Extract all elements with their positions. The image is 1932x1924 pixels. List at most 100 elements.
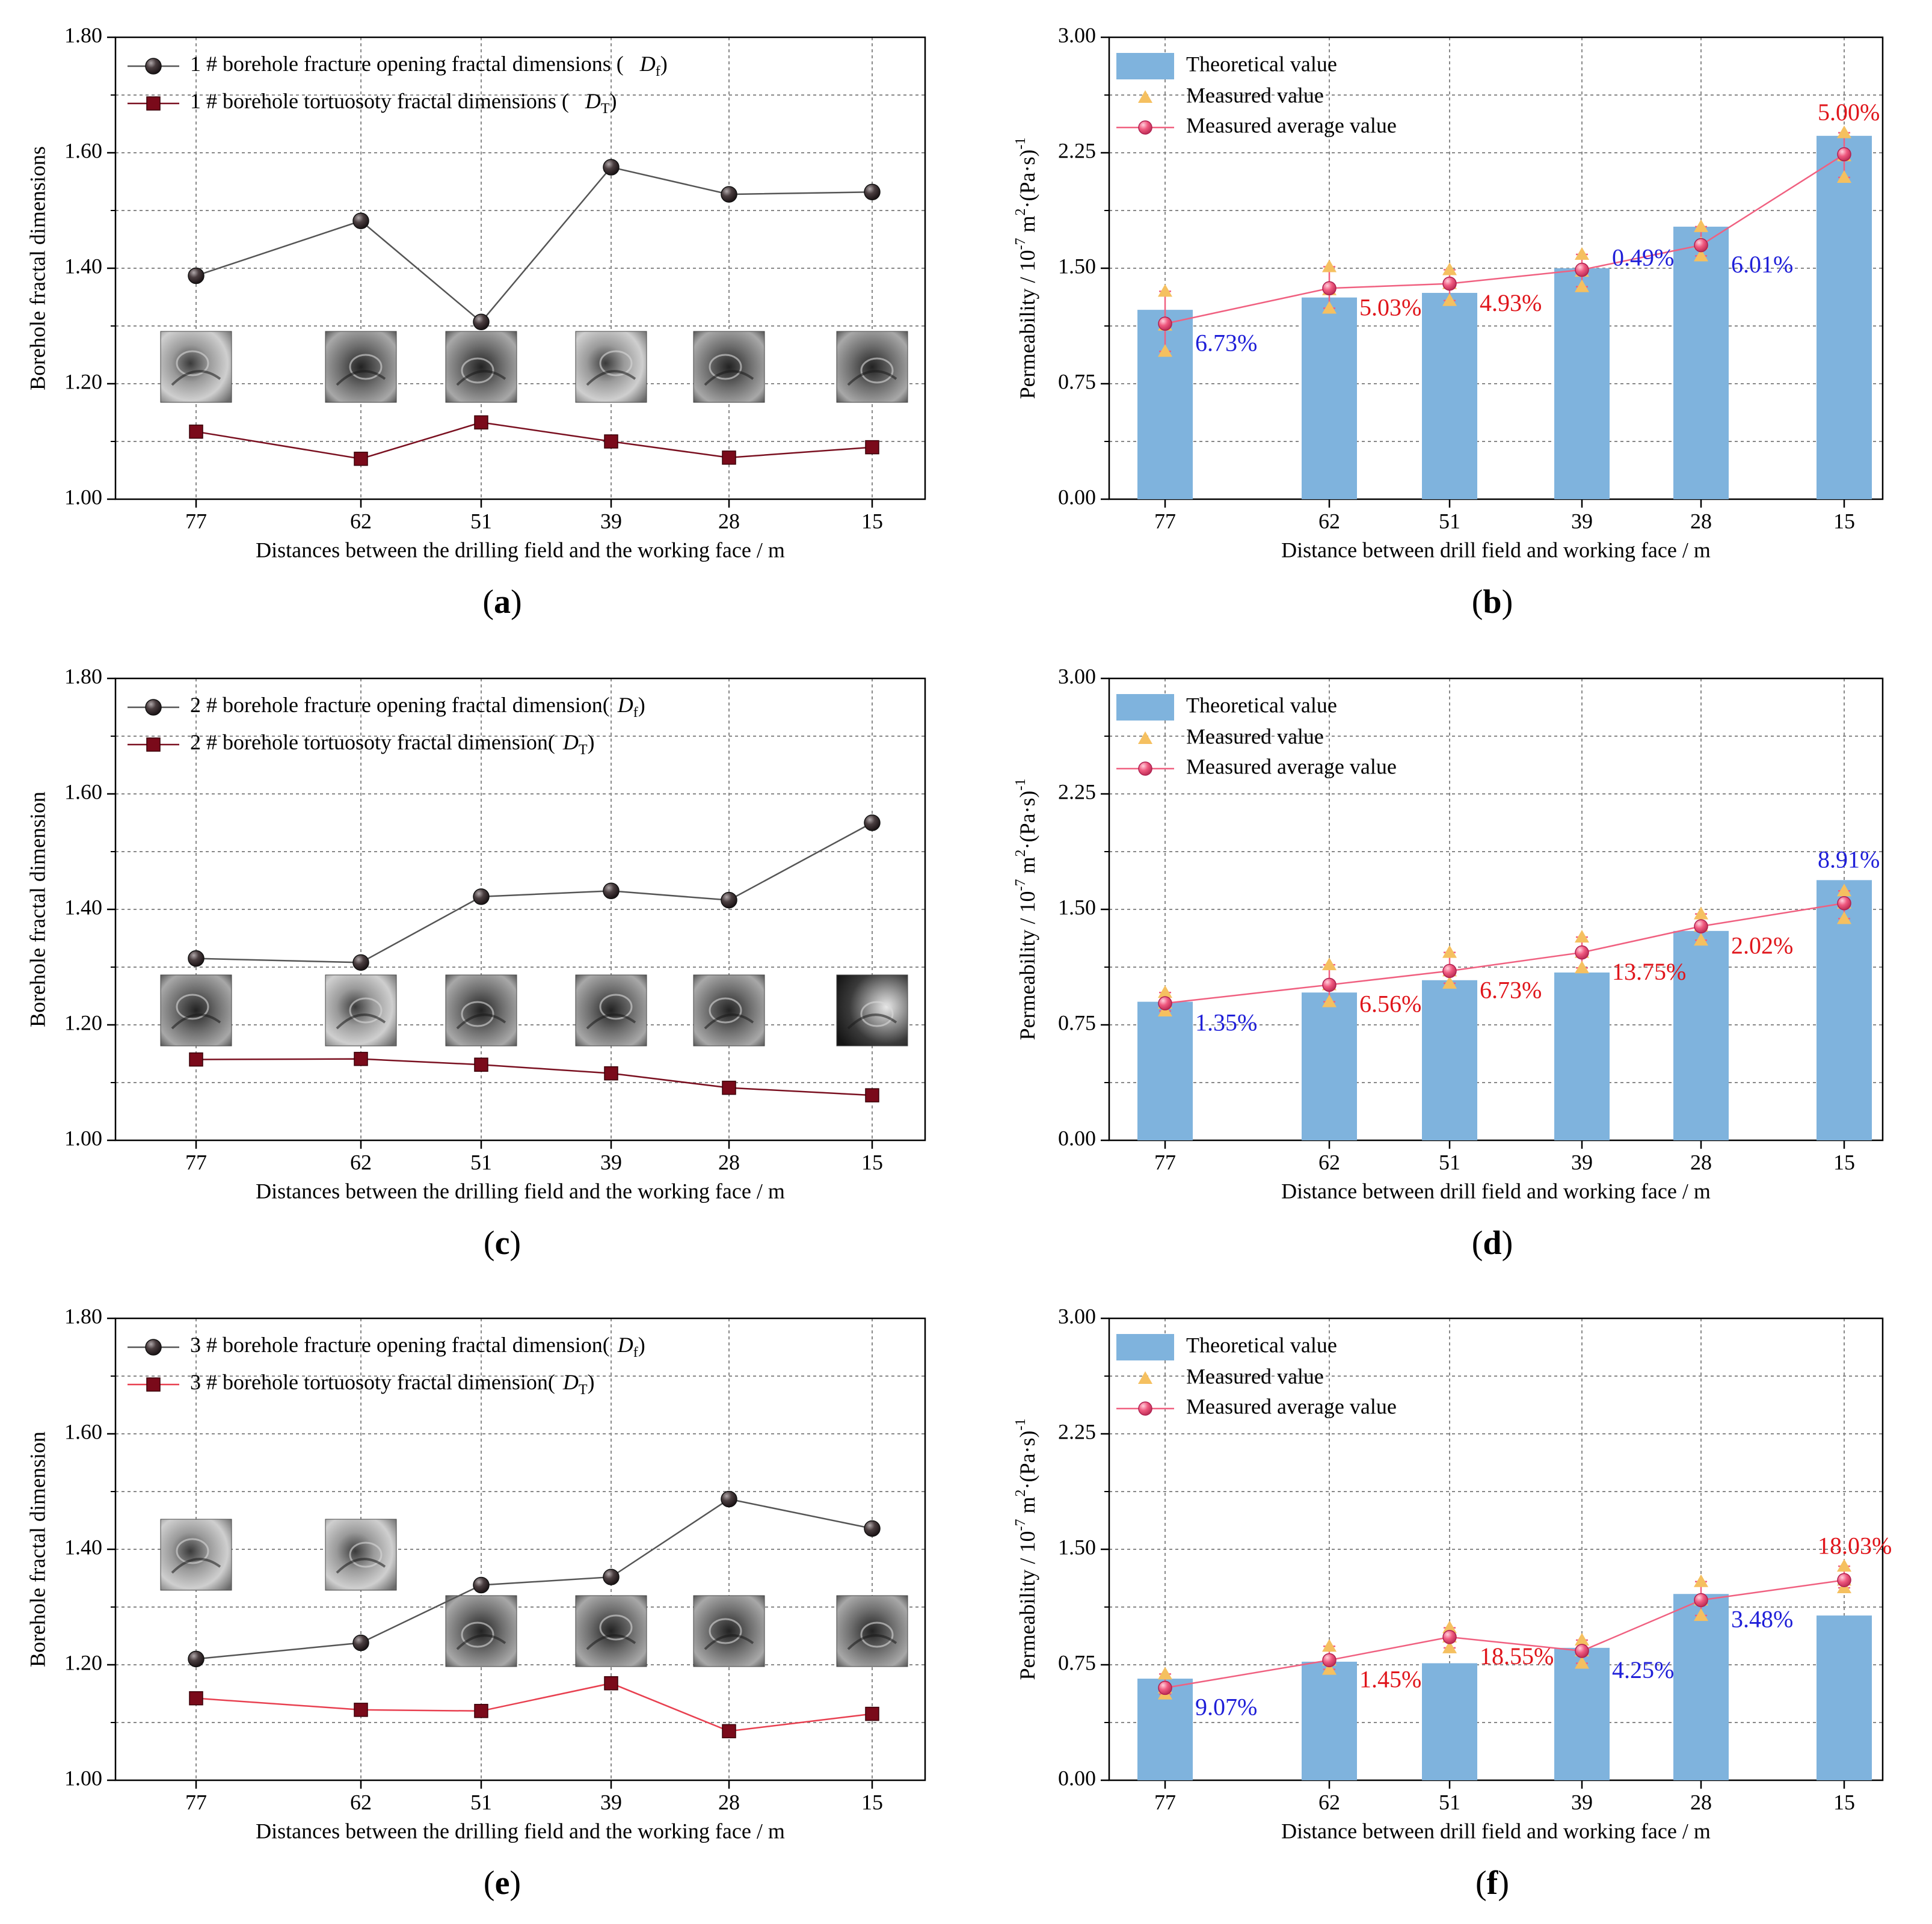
panel-label: (d)	[1472, 1225, 1513, 1262]
bar-theoretical-15	[1817, 135, 1872, 500]
borehole-photo-ring	[860, 1001, 894, 1027]
average-point-77	[1158, 996, 1172, 1010]
measured-point-62	[1322, 994, 1337, 1007]
legend-label-theoretical: Theoretical value	[1186, 693, 1337, 717]
legend-text: 2 # borehole fracture opening fractal di…	[190, 693, 610, 717]
y-tick-label: 3.00	[1058, 23, 1096, 47]
legend-label-fractal: 1 # borehole fracture opening fractal di…	[190, 52, 668, 79]
tortuosity-point-15	[865, 1706, 879, 1721]
borehole-photo-image	[836, 331, 908, 403]
series-fractal-line	[195, 166, 873, 324]
legend-symbol: D	[558, 730, 579, 754]
fractal-point-51	[473, 313, 490, 331]
measured-point-51	[1442, 945, 1457, 958]
measured-point-15	[1837, 884, 1851, 897]
panel-a: 1.00 1.20 1.40 1.60 1.80 77 62 51 39 28 15 1 # bore…	[25, 23, 926, 621]
borehole-photo-fracture	[704, 1634, 754, 1650]
series-fractal-line	[195, 822, 873, 964]
measured-point-62	[1322, 1639, 1337, 1652]
y-axis-title-sup: 2	[1013, 1489, 1029, 1496]
panel-label: (e)	[484, 1864, 521, 1902]
legend-marker-fractal	[145, 58, 162, 75]
legend: Theoretical value Measured value Measured …	[1116, 52, 1397, 137]
y-tick-label: 3.00	[1058, 664, 1096, 688]
x-tick-label: 15	[1833, 1150, 1855, 1174]
borehole-photo-image	[160, 974, 232, 1047]
legend-subscript: T	[579, 742, 588, 758]
y-axis-title-sup: -1	[1013, 138, 1029, 150]
x-tick-label: 51	[1439, 509, 1460, 533]
bar-theoretical-28	[1673, 930, 1729, 1140]
y-axis-title: Permeability / 10-7 m2·(Pa·s)-1	[1013, 1419, 1040, 1680]
tortuosity-point-51	[474, 1704, 488, 1718]
x-tick-label: 51	[1439, 1150, 1460, 1174]
y-tick-label: 1.50	[1058, 895, 1096, 919]
series-average-line	[1164, 902, 1845, 1004]
borehole-photo-image	[325, 1519, 397, 1591]
panel-label-letter: b	[1483, 583, 1501, 621]
x-tick-label: 62	[1318, 1790, 1340, 1814]
y-axis-title-sup: -7	[1013, 1519, 1029, 1531]
legend-text: 3 # borehole tortuosoty fractal dimensio…	[190, 1370, 555, 1394]
borehole-photo-image	[836, 974, 908, 1047]
borehole-photo-image	[445, 1595, 517, 1667]
x-tick-label: 62	[1318, 509, 1340, 533]
average-point-51	[1442, 276, 1457, 291]
borehole-photo-ring	[176, 994, 209, 1020]
legend-subscript: f	[656, 64, 660, 79]
fractal-point-62	[352, 212, 369, 230]
borehole-photo-39	[575, 1595, 647, 1667]
measured-point-28	[1694, 248, 1708, 262]
tortuosity-point-62	[354, 1703, 368, 1717]
measured-point-28	[1694, 1608, 1708, 1621]
error-percentage-label: 6.01%	[1731, 251, 1793, 278]
legend-text: 3 # borehole fracture opening fractal di…	[190, 1333, 610, 1357]
borehole-photo-ring	[349, 354, 383, 380]
x-tick-label: 15	[861, 1150, 883, 1174]
borehole-photo-image	[160, 331, 232, 403]
borehole-photo-ring	[709, 997, 742, 1024]
legend-marker-tortuosity	[146, 96, 161, 111]
panel-label-letter: e	[495, 1864, 510, 1902]
borehole-photo-62	[325, 1519, 397, 1591]
borehole-photo-image	[575, 1595, 647, 1667]
fractal-point-28	[721, 186, 737, 203]
borehole-photo-15	[836, 331, 908, 403]
y-tick-label: 1.40	[64, 254, 102, 278]
x-axis-title: Distance between drill field and working…	[1281, 538, 1711, 562]
y-tick-label: 0.00	[1058, 1126, 1096, 1150]
legend-label-measured: Measured value	[1186, 1364, 1324, 1388]
panel-label: (f)	[1475, 1864, 1509, 1902]
bar-theoretical-62	[1302, 297, 1357, 499]
tortuosity-point-62	[354, 1051, 368, 1066]
tortuosity-point-39	[604, 1066, 618, 1081]
x-axis-title: Distance between drill field and working…	[1281, 1819, 1711, 1843]
x-tick-label: 28	[1690, 1150, 1712, 1174]
panel-label: (a)	[482, 583, 521, 621]
y-tick-label: 1.00	[64, 1126, 102, 1150]
legend-marker-average	[1138, 761, 1152, 776]
x-tick-label: 77	[185, 509, 207, 533]
fractal-point-62	[352, 954, 369, 971]
legend-marker-measured	[1138, 731, 1152, 744]
panel-label-close: )	[1498, 1864, 1509, 1902]
panel-label-letter: a	[494, 583, 511, 621]
error-percentage-label: 6.73%	[1195, 329, 1257, 356]
y-axis-title-part: m	[1015, 856, 1039, 879]
measured-point-77	[1158, 985, 1172, 998]
y-axis-title-part: m	[1015, 215, 1039, 238]
measured-point-28	[1694, 219, 1708, 232]
legend-symbol: D	[580, 89, 601, 113]
average-point-15	[1837, 896, 1851, 911]
x-tick-label: 51	[470, 1150, 492, 1174]
y-tick-label: 1.40	[64, 1535, 102, 1559]
legend-label-tortuosity: 2 # borehole tortuosoty fractal dimensio…	[190, 730, 595, 757]
x-tick-label: 15	[861, 509, 883, 533]
series-average-line	[1164, 1579, 1845, 1689]
borehole-photo-image	[160, 1519, 232, 1591]
borehole-photo-51	[445, 974, 517, 1047]
legend-marker-average	[1138, 1401, 1152, 1416]
legend-label-tortuosity: 3 # borehole tortuosoty fractal dimensio…	[190, 1370, 595, 1397]
legend-label-average: Measured average value	[1186, 1394, 1397, 1418]
legend-swatch-theoretical	[1116, 1334, 1174, 1360]
